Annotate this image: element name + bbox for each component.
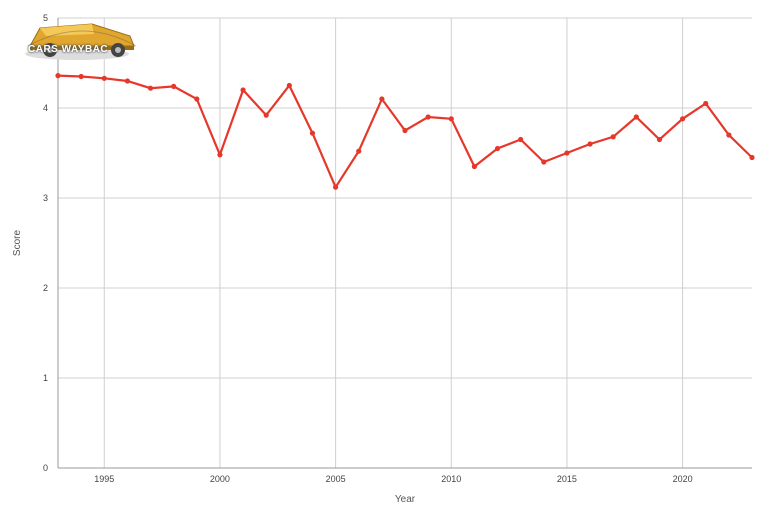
line-chart: 012345199520002005201020152020YearScore [0, 0, 768, 512]
y-tick-label: 3 [43, 193, 48, 203]
data-point [125, 78, 130, 83]
data-point [102, 76, 107, 81]
data-point [518, 137, 523, 142]
data-point [264, 113, 269, 118]
data-point [703, 101, 708, 106]
data-point [171, 84, 176, 89]
x-tick-label: 2015 [557, 474, 577, 484]
x-tick-label: 2010 [441, 474, 461, 484]
data-point [148, 86, 153, 91]
y-tick-label: 1 [43, 373, 48, 383]
data-point [55, 73, 60, 78]
data-point [564, 150, 569, 155]
data-point [541, 159, 546, 164]
data-point [449, 116, 454, 121]
data-point [680, 116, 685, 121]
brand-logo: CARS WAYBAC [22, 6, 152, 66]
data-point [587, 141, 592, 146]
y-tick-label: 4 [43, 103, 48, 113]
y-tick-label: 2 [43, 283, 48, 293]
x-axis-label: Year [395, 494, 416, 505]
data-point [287, 83, 292, 88]
data-point [611, 134, 616, 139]
data-point [426, 114, 431, 119]
y-axis-label: Score [12, 230, 23, 257]
data-point [402, 128, 407, 133]
data-point [217, 152, 222, 157]
data-point [79, 74, 84, 79]
data-point [356, 149, 361, 154]
brand-text: CARS WAYBAC [28, 44, 108, 55]
data-point [379, 96, 384, 101]
data-point [495, 146, 500, 151]
data-point [194, 96, 199, 101]
x-tick-label: 1995 [94, 474, 114, 484]
x-tick-label: 2005 [326, 474, 346, 484]
data-point [657, 137, 662, 142]
data-point [310, 131, 315, 136]
x-tick-label: 2000 [210, 474, 230, 484]
data-point [333, 185, 338, 190]
data-point [240, 87, 245, 92]
data-point [749, 155, 754, 160]
chart-container: 012345199520002005201020152020YearScore … [0, 0, 768, 512]
data-point [634, 114, 639, 119]
x-tick-label: 2020 [673, 474, 693, 484]
data-point [472, 164, 477, 169]
data-point [726, 132, 731, 137]
y-tick-label: 0 [43, 463, 48, 473]
car-icon [22, 6, 152, 66]
